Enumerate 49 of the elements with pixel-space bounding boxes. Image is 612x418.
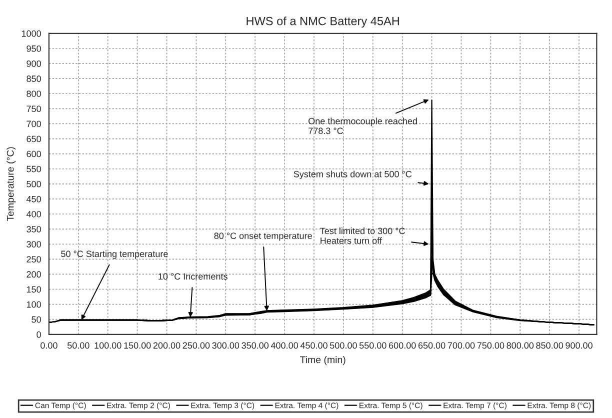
y-tick-label: 800 [26,90,41,97]
annotation: 10 °C Increments [158,273,228,280]
annotation: System shuts down at 500 °C [294,170,412,180]
x-tick-label: 250.00 [182,342,210,349]
y-tick-label: 600 [26,150,41,158]
y-tick-label: 950 [26,45,41,52]
y-tick-label: 700 [26,120,41,128]
x-tick-label: 200.00 [153,342,180,349]
x-tick-label: 650.00 [418,342,446,349]
x-tick-label: 850.00 [536,342,564,349]
x-tick-label: 300.00 [212,342,240,349]
y-tick-label: 1000 [22,30,41,37]
x-tick-label: 900.00 [566,342,592,349]
y-tick-label: 650 [26,136,41,142]
y-tick-label: 50 [32,316,41,323]
y-tick-label: 150 [26,286,41,293]
annotation: Test limited to 300 °C Heaters turn off [320,228,405,244]
y-tick-label: 350 [26,226,41,232]
y-tick-label: 550 [26,166,41,172]
x-tick-label: 550.00 [359,342,386,349]
x-tick-label: 450.00 [300,342,328,349]
x-tick-label: 700.00 [448,342,475,349]
x-tick-label: 750.00 [477,342,504,349]
x-tick-label: 500.00 [330,342,357,349]
y-tick-label: 200 [26,271,41,278]
x-tick-label: 150.00 [124,342,151,349]
annotation: 50 °C Starting temperature [61,250,168,259]
x-tick-label: 0.00 [40,342,58,349]
annotation: 80 °C onset temperature [214,232,312,241]
y-tick-label: 900 [26,60,41,67]
y-tick-label: 850 [26,76,41,82]
x-tick-label: 50.00 [67,342,90,349]
y-tick-label: 300 [26,241,41,248]
y-tick-label: 500 [26,180,41,188]
y-tick-label: 750 [26,106,41,112]
x-tick-label: 800.00 [506,342,534,349]
y-tick-label: 0 [36,331,41,338]
y-tick-label: 400 [26,210,41,218]
annotation: One thermocouple reached 778.3 °C [308,118,417,134]
chart-title: HWS of a NMC Battery 45AH [246,16,399,28]
x-tick-label: 350.00 [242,342,269,349]
x-axis-title: Time (min) [300,356,346,366]
x-tick-label: 100.00 [94,342,122,349]
y-axis-title: Temperature (°C) [6,147,16,222]
y-tick-label: 450 [26,196,41,202]
y-tick-label: 100 [26,301,41,308]
y-tick-label: 250 [26,256,41,263]
x-tick-label: 400.00 [270,342,298,349]
x-tick-label: 600.00 [388,342,416,349]
